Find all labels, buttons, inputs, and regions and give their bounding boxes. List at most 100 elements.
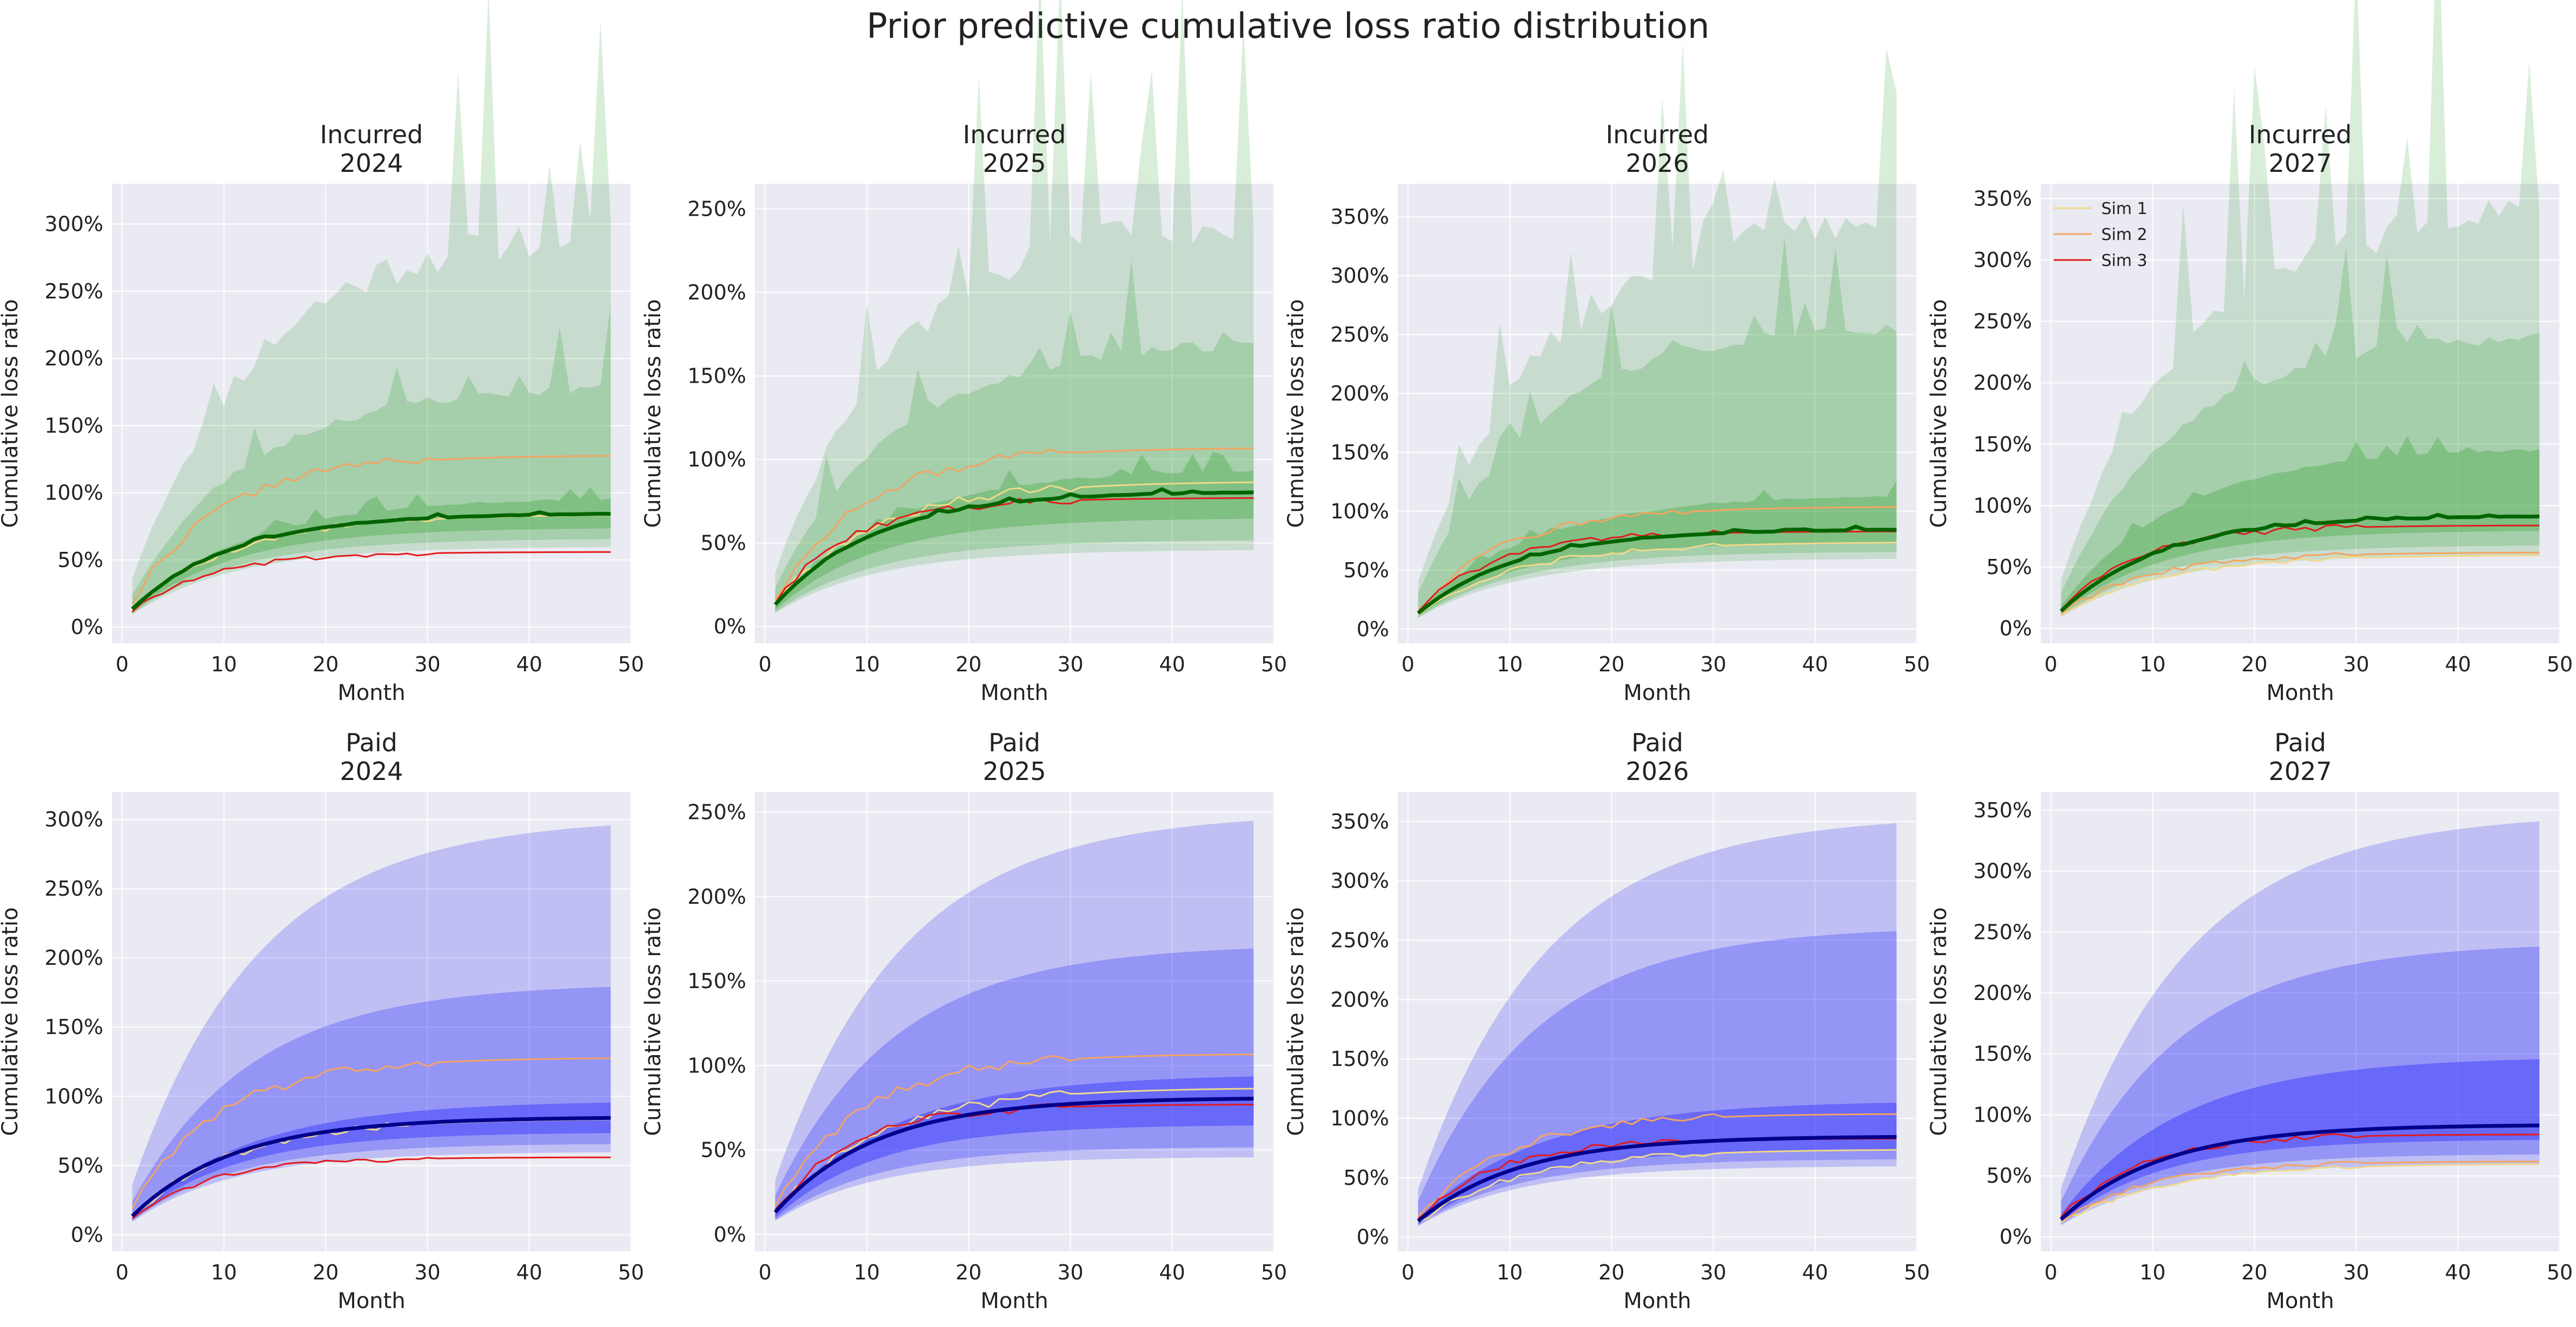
band-90 [132, 986, 611, 1221]
y-tick-label: 100% [1973, 494, 2032, 517]
sim-line-2 [774, 448, 1254, 601]
sim-line-2 [2060, 1161, 2540, 1223]
y-axis-label: Cumulative loss ratio [1284, 907, 1309, 1136]
sim-line-1 [774, 481, 1254, 606]
median-line [1417, 1135, 1897, 1223]
y-tick-label: 200% [1330, 382, 1389, 405]
median-line [774, 1097, 1254, 1214]
y-tick-label: 50% [1987, 1164, 2032, 1188]
y-tick-label: 0% [1357, 617, 1389, 641]
x-tick-label: 30 [1057, 1261, 1083, 1284]
y-tick-label: 350% [1330, 810, 1389, 833]
subplot-title-line2: 2024 [340, 149, 403, 178]
subplot-title-line1: Paid [2274, 728, 2326, 757]
y-tick-label: 100% [44, 1084, 103, 1108]
y-tick-label: 50% [1344, 558, 1389, 582]
subplot-title-line2: 2026 [1625, 757, 1689, 786]
band-90 [2061, 248, 2540, 616]
x-tick-label: 10 [211, 1261, 237, 1284]
y-tick-label: 100% [1330, 499, 1389, 523]
y-tick-label: 300% [44, 808, 103, 831]
subplot-incurred-2024: 0 10 20 30 40 50 0% 50% 100% 150% 200% 250% 300% Mont… [0, 0, 644, 705]
x-tick-label: 10 [2140, 1261, 2166, 1284]
subplot-paid-2027: 0 10 20 30 40 50 0% 50% 100% 150% 200% 250% 300% 350%… [1927, 728, 2573, 1313]
x-tick-label: 10 [1497, 652, 1523, 676]
y-tick-label: 200% [1330, 988, 1389, 1011]
sim-line-2 [131, 455, 611, 605]
x-tick-label: 50 [1261, 652, 1287, 676]
y-axis-label: Cumulative loss ratio [641, 299, 666, 528]
legend-label: Sim 1 [2101, 199, 2147, 218]
y-tick-label: 250% [44, 877, 103, 901]
sim-line-2 [1417, 1113, 1897, 1218]
sim-line-2 [774, 1053, 1254, 1206]
x-tick-label: 40 [516, 1261, 542, 1284]
y-tick-label: 200% [44, 946, 103, 970]
y-axis-label: Cumulative loss ratio [0, 299, 23, 528]
x-tick-label: 50 [2547, 652, 2573, 676]
y-tick-label: 0% [71, 615, 103, 639]
x-tick-label: 20 [955, 1261, 981, 1284]
y-tick-label: 150% [1973, 432, 2032, 456]
median-line [2060, 1123, 2540, 1221]
x-tick-label: 10 [211, 652, 237, 676]
y-tick-label: 250% [44, 279, 103, 303]
band-50 [1418, 1103, 1897, 1225]
legend-label: Sim 2 [2101, 225, 2147, 244]
x-tick-label: 20 [2241, 652, 2267, 676]
band-98 [2061, 821, 2540, 1225]
y-tick-label: 350% [1973, 798, 2032, 822]
y-tick-label: 100% [1330, 1106, 1389, 1130]
band-90 [1418, 237, 1897, 618]
x-tick-label: 10 [1497, 1261, 1523, 1284]
sim-line-1 [1417, 542, 1897, 616]
band-50 [132, 1102, 611, 1220]
band-98 [132, 0, 611, 615]
median-line [131, 510, 611, 611]
legend-label: Sim 3 [2101, 251, 2147, 270]
x-tick-label: 0 [759, 1261, 772, 1284]
sim-line-3 [131, 551, 611, 613]
y-tick-label: 250% [1973, 920, 2032, 944]
subplot-title-line2: 2025 [982, 757, 1046, 786]
y-tick-label: 200% [1973, 371, 2032, 395]
plot-area [112, 184, 631, 643]
median-line [2060, 512, 2540, 613]
x-axis-label: Month [980, 1289, 1048, 1313]
y-tick-label: 150% [1330, 1047, 1389, 1071]
x-tick-label: 30 [1057, 652, 1083, 676]
sim-line-3 [774, 1103, 1254, 1210]
subplot-title-line1: Paid [1631, 728, 1683, 757]
y-axis-label: Cumulative loss ratio [1927, 907, 1951, 1136]
y-tick-label: 150% [1973, 1042, 2032, 1066]
y-tick-label: 200% [687, 281, 746, 304]
y-tick-label: 0% [714, 615, 746, 638]
y-tick-label: 200% [687, 885, 746, 909]
band-90 [775, 948, 1254, 1220]
y-tick-label: 0% [1357, 1225, 1389, 1249]
x-tick-label: 40 [2445, 652, 2471, 676]
subplot-title-line2: 2025 [982, 149, 1046, 178]
y-tick-label: 300% [1330, 264, 1389, 288]
x-axis-label: Month [337, 1289, 405, 1313]
x-tick-label: 20 [313, 1261, 338, 1284]
y-tick-label: 0% [2000, 617, 2032, 641]
subplot-title-line1: Incurred [320, 120, 423, 149]
y-axis-label: Cumulative loss ratio [1927, 299, 1951, 528]
subplot-title-line1: Paid [988, 728, 1040, 757]
y-tick-label: 200% [44, 346, 103, 370]
band-90 [775, 260, 1254, 612]
y-axis-label: Cumulative loss ratio [0, 907, 23, 1136]
x-tick-label: 0 [1402, 652, 1415, 676]
x-tick-label: 30 [1700, 652, 1726, 676]
band-50 [775, 452, 1254, 610]
subplot-title-line1: Paid [346, 728, 397, 757]
band-50 [775, 1076, 1254, 1218]
x-axis-label: Month [1623, 681, 1691, 705]
y-tick-label: 150% [44, 1015, 103, 1039]
y-tick-label: 100% [44, 481, 103, 505]
y-tick-label: 100% [687, 448, 746, 471]
x-axis-label: Month [2266, 681, 2334, 705]
y-tick-label: 250% [687, 801, 746, 824]
sim-line-1 [2060, 554, 2540, 616]
